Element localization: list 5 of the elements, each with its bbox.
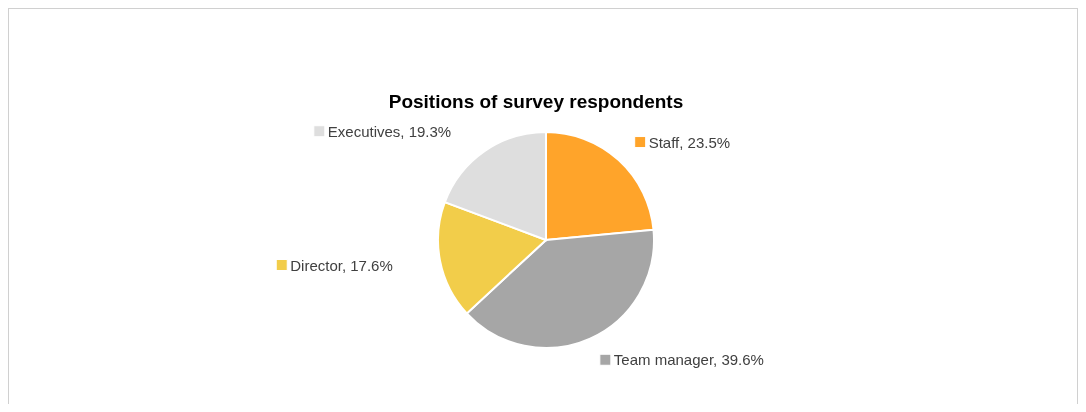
legend-label: Team manager, 39.6%: [613, 351, 764, 369]
legend-label: Staff, 23.5%: [648, 133, 731, 151]
legend-label: Director, 17.6%: [290, 256, 393, 274]
legend-label: Executives, 19.3%: [327, 122, 452, 140]
chart-title: Positions of survey respondents: [388, 91, 684, 112]
